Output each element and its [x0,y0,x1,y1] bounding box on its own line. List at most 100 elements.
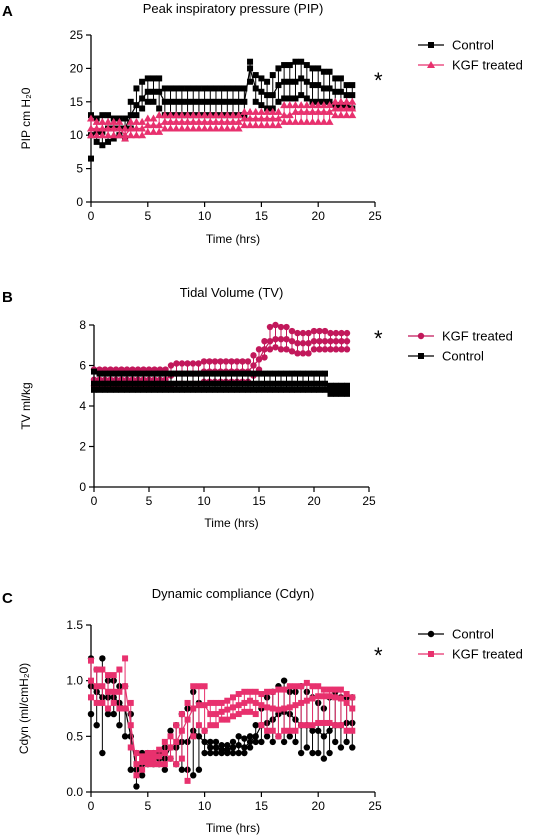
range-high-point [309,65,316,72]
data-point [206,117,215,125]
data-point [207,711,214,718]
data-point [115,124,124,132]
range-high-point [257,107,266,115]
range-low-point [184,777,191,784]
range-high-point [88,657,94,664]
data-point [133,102,140,109]
data-point [294,340,301,347]
range-low-point [212,722,219,729]
range-low-point [277,346,285,353]
range-low-point [297,749,305,757]
range-low-point [107,386,114,393]
range-high-point [160,111,169,119]
range-high-point [107,370,114,377]
range-high-point [144,750,151,757]
range-low-point [252,738,259,746]
data-point [140,380,147,387]
range-high-point [105,672,112,679]
range-high-point [294,370,301,377]
data-point [161,98,168,105]
range-low-point [162,386,169,393]
range-high-point [286,62,293,69]
range-high-point [264,78,271,85]
data-point [107,380,114,387]
data-point [184,380,191,387]
range-low-point [201,727,208,734]
data-point [195,380,202,387]
data-point [336,104,345,112]
range-high-point [239,358,246,365]
data-point [195,733,203,740]
range-high-point [150,750,157,757]
range-high-point [184,699,191,706]
range-low-point [173,386,180,393]
data-point [223,380,229,387]
data-point [124,380,130,387]
range-high-point [87,114,95,122]
x-tick-label: 5 [146,494,153,508]
range-low-point [150,761,157,768]
range-low-point [241,708,248,715]
range-low-point [286,727,293,734]
data-point [110,688,117,695]
x-tick-label: 20 [307,494,321,508]
range-low-point [337,722,344,729]
data-point [344,386,350,393]
range-low-point [311,386,317,393]
data-point [247,697,254,704]
legend-label: KGF treated [442,329,513,344]
data-point [143,121,152,129]
range-high-point [218,85,225,92]
range-low-point [207,749,214,757]
range-low-point [333,390,339,397]
range-low-point [223,124,232,132]
range-low-point [315,719,322,726]
range-low-point [99,142,106,149]
range-high-point [195,85,202,92]
data-point [167,98,174,105]
range-high-point [96,370,103,377]
range-low-point [218,716,225,723]
data-point [127,112,134,119]
range-low-point [234,386,240,393]
range-high-point [241,735,248,742]
data-point [235,98,242,105]
range-low-point [140,386,147,393]
legend-entry: KGF treated [418,58,523,73]
range-low-point [87,131,95,139]
range-high-point [201,85,208,92]
range-high-point [122,655,129,662]
range-high-point [229,738,237,746]
data-point [286,78,293,85]
range-low-point [88,694,94,701]
range-low-point [223,386,229,393]
range-high-point [138,117,147,125]
range-low-point [110,135,117,142]
range-low-point [343,346,351,353]
data-point [218,708,225,715]
range-high-point [195,360,202,367]
data-point [333,386,339,393]
range-low-point [321,346,329,353]
range-low-point [291,117,300,125]
range-low-point [286,733,293,740]
range-high-point [252,688,259,695]
range-low-point [109,131,118,139]
range-high-point [240,107,249,115]
range-high-point [126,117,135,125]
range-low-point [250,386,257,393]
range-low-point [127,766,134,773]
data-point [272,335,279,343]
x-tick-label: 10 [198,799,212,813]
range-high-point [292,683,299,690]
range-high-point [286,683,293,690]
significance-star: * [374,643,383,668]
range-low-point [257,121,266,129]
data-point [332,88,339,95]
range-high-point [224,697,231,704]
data-point [230,98,236,105]
range-low-point [316,386,323,393]
data-point [274,114,283,122]
range-high-point [320,68,327,75]
range-low-point [144,761,151,768]
